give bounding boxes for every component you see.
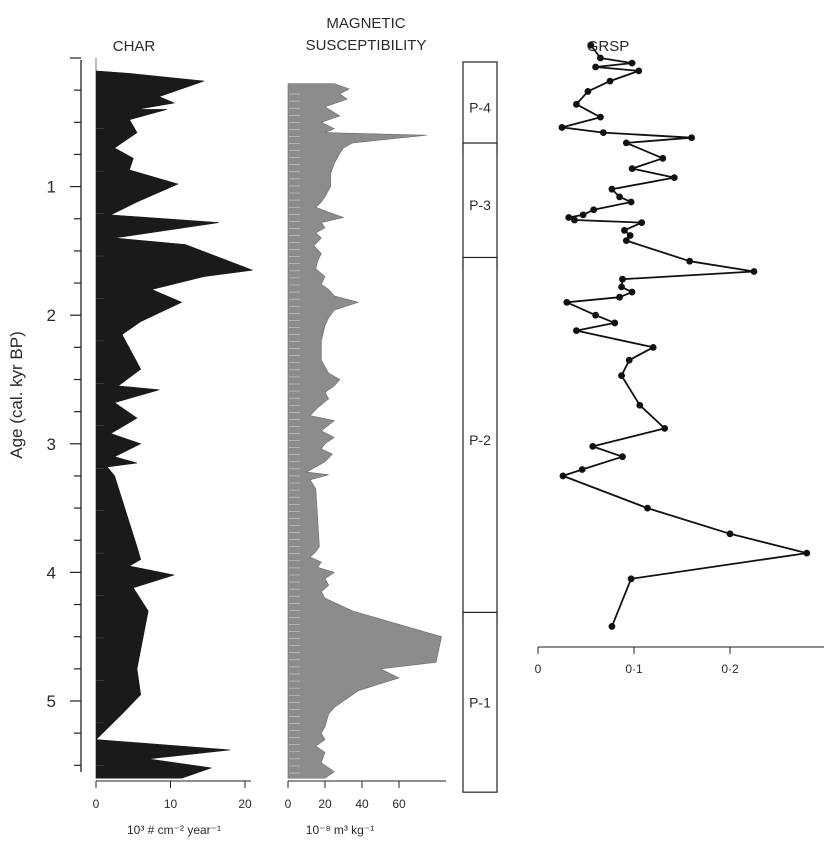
grsp-point xyxy=(750,268,758,275)
grsp-point xyxy=(644,504,651,512)
grsp-point xyxy=(635,67,643,75)
grsp-point xyxy=(589,442,597,450)
grsp-title: GRSP xyxy=(587,38,630,55)
grsp-point xyxy=(587,41,595,49)
grsp-point xyxy=(659,154,667,162)
zone-box xyxy=(462,256,498,624)
grsp-point xyxy=(571,216,578,224)
zone-box xyxy=(462,611,498,793)
grsp-point xyxy=(636,401,644,409)
grsp-point xyxy=(573,100,580,108)
grsp-point xyxy=(608,623,616,630)
ms-x-tick-label: 40 xyxy=(355,797,369,811)
grsp-point xyxy=(606,77,614,85)
char-area xyxy=(95,58,253,779)
grsp-point xyxy=(686,257,694,265)
grsp-x-tick-label: 0 xyxy=(535,662,542,676)
grsp-point xyxy=(638,219,646,227)
grsp-point xyxy=(626,232,634,239)
grsp-point xyxy=(592,63,599,71)
grsp-point xyxy=(649,343,657,351)
zone-label: P-3 xyxy=(469,197,491,213)
grsp-panel: GRSP 0 0·1 0·2 xyxy=(535,38,824,676)
grsp-points xyxy=(558,41,811,630)
char-title: CHAR xyxy=(113,38,156,55)
grsp-x-tick-label: 0·1 xyxy=(625,662,643,676)
char-panel: CHAR 0 10 20 10³ # cm⁻² year⁻¹ xyxy=(93,38,253,837)
grsp-point xyxy=(592,311,599,319)
char-x-tick-label: 20 xyxy=(238,797,252,811)
zone-box xyxy=(462,61,498,154)
grsp-point xyxy=(622,139,630,147)
age-tick-label: 1 xyxy=(47,178,56,197)
grsp-point xyxy=(726,530,734,538)
grsp-point xyxy=(579,211,587,219)
ms-x-tick-label: 0 xyxy=(285,797,292,811)
grsp-point xyxy=(619,453,626,461)
grsp-point xyxy=(628,59,636,67)
grsp-point xyxy=(661,424,669,432)
ms-title-line2: SUSCEPTIBILITY xyxy=(306,37,427,54)
grsp-point xyxy=(584,88,592,95)
grsp-point xyxy=(803,549,811,557)
age-tick-label: 4 xyxy=(47,563,56,582)
age-tick-label: 5 xyxy=(47,692,56,711)
age-tick-label: 2 xyxy=(47,306,56,325)
zone-label: P-4 xyxy=(469,100,491,116)
pollen-zone-column: P-4 P-3 P-2 P-1 xyxy=(462,61,498,793)
grsp-point xyxy=(565,214,573,221)
char-x-tick-label: 10 xyxy=(164,797,178,811)
ms-sample-lines xyxy=(289,93,300,774)
char-x-tick-label: 0 xyxy=(93,797,100,811)
grsp-point xyxy=(622,237,630,245)
grsp-point xyxy=(597,54,604,62)
grsp-point xyxy=(616,293,623,301)
age-axis: 1 2 3 4 5 Age (cal. kyr BP) xyxy=(7,57,82,772)
zone-label: P-2 xyxy=(469,432,491,448)
grsp-line xyxy=(561,44,808,627)
grsp-point xyxy=(670,174,678,181)
grsp-point xyxy=(563,298,571,306)
char-x-axis-label: 10³ # cm⁻² year⁻¹ xyxy=(127,823,221,837)
ms-x-tick-label: 20 xyxy=(318,797,332,811)
zone-label: P-1 xyxy=(469,694,491,710)
char-x-axis: 0 10 20 xyxy=(93,780,252,811)
grsp-point xyxy=(590,206,598,214)
grsp-point xyxy=(625,356,633,364)
grsp-point xyxy=(627,575,635,583)
ms-x-axis-label: 10⁻⁸ m³ kg⁻¹ xyxy=(306,823,374,837)
grsp-point xyxy=(627,198,635,206)
grsp-point xyxy=(559,472,567,480)
grsp-point xyxy=(619,275,626,283)
grsp-point xyxy=(688,134,695,142)
grsp-point xyxy=(628,288,636,296)
magnetic-susceptibility-panel: MAGNETIC SUSCEPTIBILITY 0 20 40 60 10⁻⁸ m³ … xyxy=(285,15,446,837)
grsp-point xyxy=(578,466,586,473)
ms-x-tick-label: 60 xyxy=(392,797,406,811)
grsp-point xyxy=(621,226,628,234)
grsp-point xyxy=(618,372,625,380)
grsp-point xyxy=(611,319,619,327)
grsp-point xyxy=(618,283,625,291)
grsp-point xyxy=(616,193,623,201)
ms-area xyxy=(287,83,442,779)
grsp-point xyxy=(608,185,616,193)
age-axis-ticks: 1 2 3 4 5 xyxy=(47,57,81,766)
age-tick-label: 3 xyxy=(47,435,56,454)
grsp-x-tick-label: 0·2 xyxy=(721,662,739,676)
ms-title-line1: MAGNETIC xyxy=(326,15,405,32)
ms-x-axis: 0 20 40 60 xyxy=(285,780,446,811)
grsp-point xyxy=(597,113,604,121)
grsp-point xyxy=(628,165,636,172)
grsp-point xyxy=(599,129,607,136)
grsp-point xyxy=(573,327,580,335)
grsp-point xyxy=(558,124,566,131)
age-axis-label: Age (cal. kyr BP) xyxy=(7,331,26,459)
grsp-x-axis: 0 0·1 0·2 xyxy=(535,646,824,676)
